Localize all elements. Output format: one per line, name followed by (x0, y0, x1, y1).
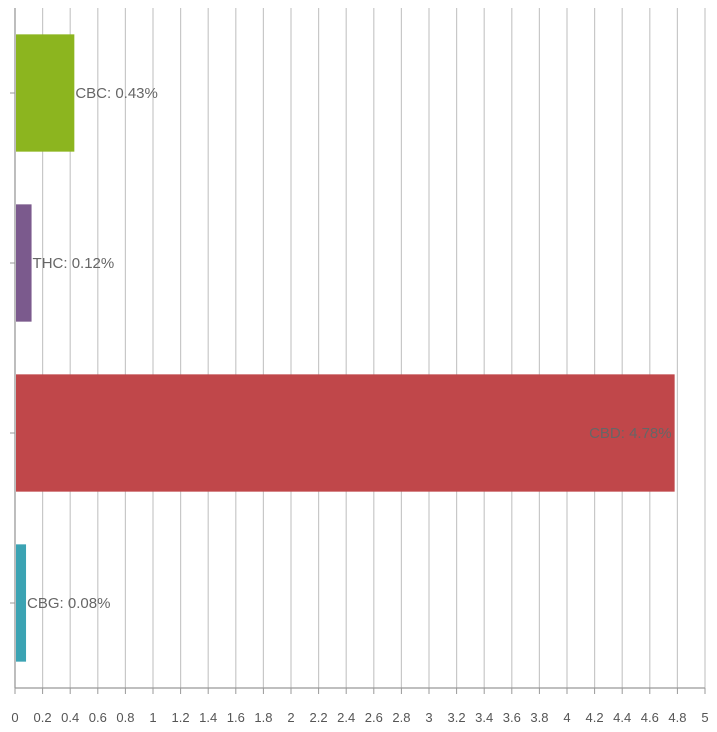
bar-data-labels: CBC: 0.43% THC: 0.12% CBD: 4.78% CBG: 0.08% (27, 85, 672, 612)
x-tick-label: 2.8 (392, 710, 410, 725)
x-tick-label: 3 (425, 710, 432, 725)
x-tick-label: 0.6 (89, 710, 107, 725)
x-tick-label: 2.6 (365, 710, 383, 725)
x-tick-label: 1.8 (254, 710, 272, 725)
x-tick-label: 3.8 (530, 710, 548, 725)
bar-cbd (16, 374, 675, 492)
x-tick-label: 2.4 (337, 710, 355, 725)
gridlines (14, 8, 706, 688)
x-tick-label: 1.6 (227, 710, 245, 725)
bars (16, 34, 675, 662)
axes (10, 8, 706, 694)
x-tick-label: 4.8 (668, 710, 686, 725)
x-tick-label: 4.6 (641, 710, 659, 725)
x-tick-label: 0 (11, 710, 18, 725)
data-label-thc: THC: 0.12% (33, 255, 115, 272)
data-label-cbg: CBG: 0.08% (27, 595, 110, 612)
bar-cbg (16, 544, 27, 662)
x-tick-label: 2.2 (310, 710, 328, 725)
x-tick-label: 3.2 (448, 710, 466, 725)
x-tick-label: 1.4 (199, 710, 217, 725)
x-tick-label: 1.2 (172, 710, 190, 725)
x-tick-label: 4.4 (613, 710, 631, 725)
bar-thc (16, 204, 32, 322)
x-tick-label: 1 (149, 710, 156, 725)
x-tick-label: 0.2 (34, 710, 52, 725)
x-tick-label: 3.6 (503, 710, 521, 725)
data-label-cbc: CBC: 0.43% (75, 85, 158, 102)
x-tick-label: 5 (701, 710, 708, 725)
x-tick-label: 0.4 (61, 710, 79, 725)
x-tick-label: 4 (563, 710, 570, 725)
x-tick-label: 2 (287, 710, 294, 725)
x-tick-label: 0.8 (116, 710, 134, 725)
bar-cbc (16, 34, 75, 152)
data-label-cbd: CBD: 4.78% (589, 425, 672, 442)
x-tick-label: 4.2 (586, 710, 604, 725)
x-tick-labels: 0 0.2 0.4 0.6 0.8 1 1.2 1.4 1.6 1.8 2 2.2 2.4 2.6 2.8 3… (11, 710, 708, 725)
x-tick-label: 3.4 (475, 710, 493, 725)
